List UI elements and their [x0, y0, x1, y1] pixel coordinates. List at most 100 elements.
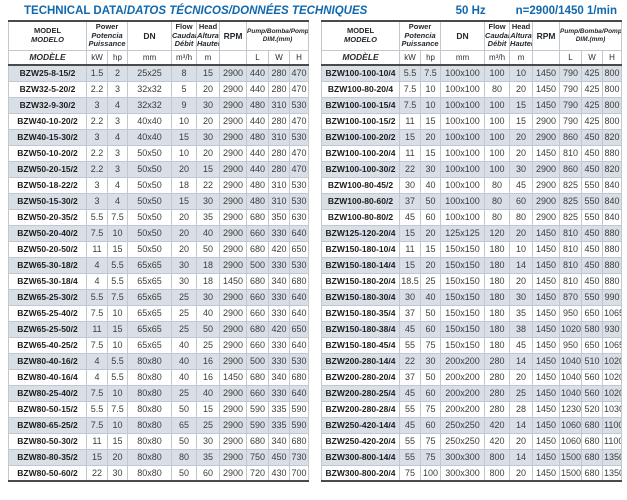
value-cell: 35: [509, 304, 534, 322]
value-cell: 100: [484, 112, 511, 130]
value-cell: 10: [509, 64, 534, 82]
value-cell: 1350: [602, 464, 623, 482]
value-cell: 22: [196, 176, 221, 194]
value-cell: 250x250: [440, 432, 486, 450]
value-cell: 75: [420, 432, 442, 450]
head-header: Head Altura Hauteur: [196, 20, 221, 51]
value-cell: 560: [581, 384, 604, 402]
value-cell: 3: [86, 128, 108, 146]
value-cell: 4: [86, 368, 108, 386]
value-cell: 20: [509, 368, 534, 386]
value-cell: 37: [399, 368, 422, 386]
value-cell: 10: [106, 304, 129, 322]
head-header-fr: Hauteur: [510, 39, 532, 48]
spec-row: BZW80-65-25/2 7.5 10 80x80 65 25 2900 590 335 590: [8, 416, 310, 434]
rpm-header: RPM: [532, 20, 561, 51]
kw-unit-header: kW: [399, 49, 422, 66]
value-cell: 425: [581, 96, 604, 114]
value-cell: 65x65: [127, 256, 173, 274]
value-cell: 310: [268, 192, 291, 210]
flow-header: Flow Caudal Débit: [171, 20, 198, 51]
value-cell: 650: [581, 304, 604, 322]
value-cell: 450: [581, 144, 604, 162]
spec-row: BZW200-280-14/4 22 30 200x200 280 14 1450 1040 5…: [321, 352, 623, 370]
value-cell: 560: [581, 368, 604, 386]
model-cell: BZW100-100-30/2: [321, 160, 401, 178]
value-cell: 100x100: [440, 64, 486, 82]
value-cell: 1450: [532, 352, 561, 370]
value-cell: 40: [171, 336, 198, 354]
value-cell: 840: [602, 208, 623, 226]
flow-unit-header: m³/h: [484, 49, 511, 66]
value-cell: 825: [559, 208, 583, 226]
value-cell: 30: [171, 272, 198, 290]
model-cell: BZW80-50-60/2: [8, 464, 87, 482]
value-cell: 100x100: [440, 112, 486, 130]
value-cell: 50: [196, 320, 221, 338]
value-cell: 2900: [219, 416, 248, 434]
spec-row: BZW40-10-20/2 2.2 3 40x40 10 20 2900 440 280 470: [8, 112, 310, 130]
value-cell: 65: [171, 416, 198, 434]
value-cell: 20: [420, 256, 442, 274]
head-unit-header: m: [196, 49, 221, 66]
value-cell: 1020: [602, 352, 623, 370]
value-cell: 2900: [219, 320, 248, 338]
value-cell: 100: [484, 128, 511, 146]
value-cell: 650: [289, 240, 310, 258]
value-cell: 50x50: [127, 240, 173, 258]
value-cell: 680: [246, 208, 270, 226]
value-cell: 7.5: [86, 224, 108, 242]
dim-w-header: W: [268, 49, 291, 66]
spec-row: BZW25-8-15/2 1.5 2 25x25 8 15 2900 440 280 470: [8, 64, 310, 82]
value-cell: 800: [602, 64, 623, 82]
value-cell: 1450: [532, 80, 561, 98]
value-cell: 50x50: [127, 160, 173, 178]
value-cell: 15: [196, 160, 221, 178]
dn-header: DN: [127, 20, 173, 51]
value-cell: 1060: [559, 416, 583, 434]
flow-header-en: Flow: [488, 22, 506, 31]
value-cell: 1450: [532, 464, 561, 482]
dim-h-header: H: [289, 49, 310, 66]
value-cell: 5.5: [106, 256, 129, 274]
value-cell: 280: [268, 160, 291, 178]
value-cell: 660: [246, 336, 270, 354]
value-cell: 50x50: [127, 144, 173, 162]
power-header-es: Potencia: [404, 30, 436, 40]
value-cell: 420: [268, 320, 291, 338]
value-cell: 4: [106, 176, 129, 194]
value-cell: 11: [399, 144, 422, 162]
value-cell: 2900: [219, 304, 248, 322]
spec-row: BZW80-50-60/2 22 30 80x80 50 60 2900 720 430 700: [8, 464, 310, 482]
value-cell: 500: [246, 352, 270, 370]
value-cell: 60: [420, 320, 442, 338]
value-cell: 1450: [532, 96, 561, 114]
model-cell: BZW100-100-20/2: [321, 128, 401, 146]
flow-header-fr: Débit: [174, 39, 194, 48]
value-cell: 11: [399, 240, 422, 258]
value-cell: 30: [509, 160, 534, 178]
value-cell: 1450: [532, 448, 561, 466]
value-cell: 20: [106, 448, 129, 466]
value-cell: 15: [509, 96, 534, 114]
spec-row: BZW150-180-20/4 18.5 25 150x150 180 20 1450 810…: [321, 272, 623, 290]
value-cell: 810: [559, 240, 583, 258]
value-cell: 990: [602, 288, 623, 306]
value-cell: 100x100: [440, 96, 486, 114]
value-cell: 5.5: [86, 400, 108, 418]
value-cell: 20: [196, 80, 221, 98]
value-cell: 35: [196, 208, 221, 226]
model-header: MODEL MODELO: [321, 20, 401, 51]
value-cell: 280: [268, 112, 291, 130]
spec-row: BZW50-10-20/2 2.2 3 50x50 10 20 2900 440 280 470: [8, 144, 310, 162]
value-cell: 10: [106, 384, 129, 402]
value-cell: 20: [509, 464, 534, 482]
dim-header-sub: DIM.(mm): [575, 35, 606, 43]
spec-table-left-body: BZW25-8-15/2 1.5 2 25x25 8 15 2900 440 280 470 BZW…: [8, 64, 310, 482]
value-cell: 20: [196, 144, 221, 162]
flow-header: Flow Caudal Débit: [484, 20, 511, 51]
value-cell: 2.2: [86, 80, 108, 98]
value-cell: 530: [289, 256, 310, 274]
spec-row: BZW200-280-25/4 45 60 200x200 280 25 1450 1040 5…: [321, 384, 623, 402]
value-cell: 250x250: [440, 416, 486, 434]
